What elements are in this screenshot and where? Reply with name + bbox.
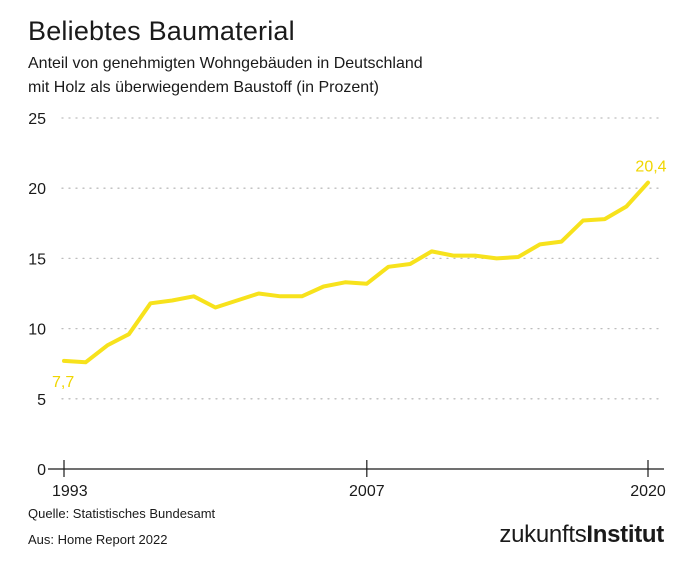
y-tick-label: 20 bbox=[28, 181, 46, 198]
data-point-2017 bbox=[581, 218, 585, 222]
x-tick-label: 2007 bbox=[349, 483, 385, 500]
data-point-2011 bbox=[451, 254, 455, 258]
x-axis: 1993 2007 2020 bbox=[48, 460, 666, 500]
series-line bbox=[62, 180, 650, 365]
label-first-value: 7,7 bbox=[52, 374, 74, 391]
data-point-2006 bbox=[343, 280, 347, 284]
data-point-1995 bbox=[105, 343, 109, 347]
y-tick-label: 25 bbox=[28, 111, 46, 128]
chart-subtitle: Anteil von genehmigten Wohngebäuden in D… bbox=[28, 52, 668, 100]
data-point-1998 bbox=[170, 299, 174, 303]
logo-text-light: zukunfts bbox=[499, 521, 587, 548]
y-tick-label: 15 bbox=[28, 251, 46, 268]
data-point-2004 bbox=[300, 294, 304, 298]
label-last-value: 20,4 bbox=[635, 159, 666, 176]
data-point-1996 bbox=[127, 332, 131, 336]
data-point-2018 bbox=[603, 217, 607, 221]
logo-text-bold: Institut bbox=[586, 521, 664, 548]
publication-note: Aus: Home Report 2022 bbox=[28, 532, 168, 547]
data-point-2003 bbox=[278, 294, 282, 298]
y-axis-ticks: 0 5 10 15 20 25 bbox=[28, 111, 46, 479]
data-point-2001 bbox=[235, 299, 239, 303]
data-point-1999 bbox=[192, 294, 196, 298]
source-note: Quelle: Statistisches Bundesamt bbox=[28, 506, 216, 521]
y-tick-label: 0 bbox=[37, 462, 46, 479]
y-tick-label: 10 bbox=[28, 322, 46, 339]
data-point-2010 bbox=[430, 249, 434, 253]
data-point-2002 bbox=[257, 292, 261, 296]
data-point-2016 bbox=[559, 240, 563, 244]
data-point-1994 bbox=[84, 360, 88, 364]
data-point-2020 bbox=[646, 181, 650, 185]
chart-series bbox=[62, 180, 650, 365]
x-tick-label: 1993 bbox=[52, 483, 88, 500]
x-tick-label: 2020 bbox=[630, 483, 666, 500]
data-point-1993 bbox=[62, 359, 66, 363]
data-point-2005 bbox=[322, 284, 326, 288]
data-point-1997 bbox=[149, 301, 153, 305]
data-point-2019 bbox=[624, 204, 628, 208]
data-point-2000 bbox=[213, 306, 217, 310]
chart-grid bbox=[61, 117, 665, 400]
data-point-2015 bbox=[538, 242, 542, 246]
data-point-2014 bbox=[516, 255, 520, 259]
data-point-2013 bbox=[495, 256, 499, 260]
data-point-2009 bbox=[408, 262, 412, 266]
data-labels: 7,7 20,4 bbox=[52, 159, 667, 391]
chart-title: Beliebtes Baumaterial bbox=[28, 16, 295, 46]
data-point-2012 bbox=[473, 254, 477, 258]
y-tick-label: 5 bbox=[37, 392, 46, 409]
data-point-2008 bbox=[386, 265, 390, 269]
subtitle-line-2: mit Holz als überwiegendem Baustoff (in … bbox=[28, 79, 379, 96]
data-point-2007 bbox=[365, 282, 369, 286]
subtitle-line-1: Anteil von genehmigten Wohngebäuden in D… bbox=[28, 55, 423, 72]
brand-logo: zukunftsInstitut bbox=[499, 521, 664, 549]
